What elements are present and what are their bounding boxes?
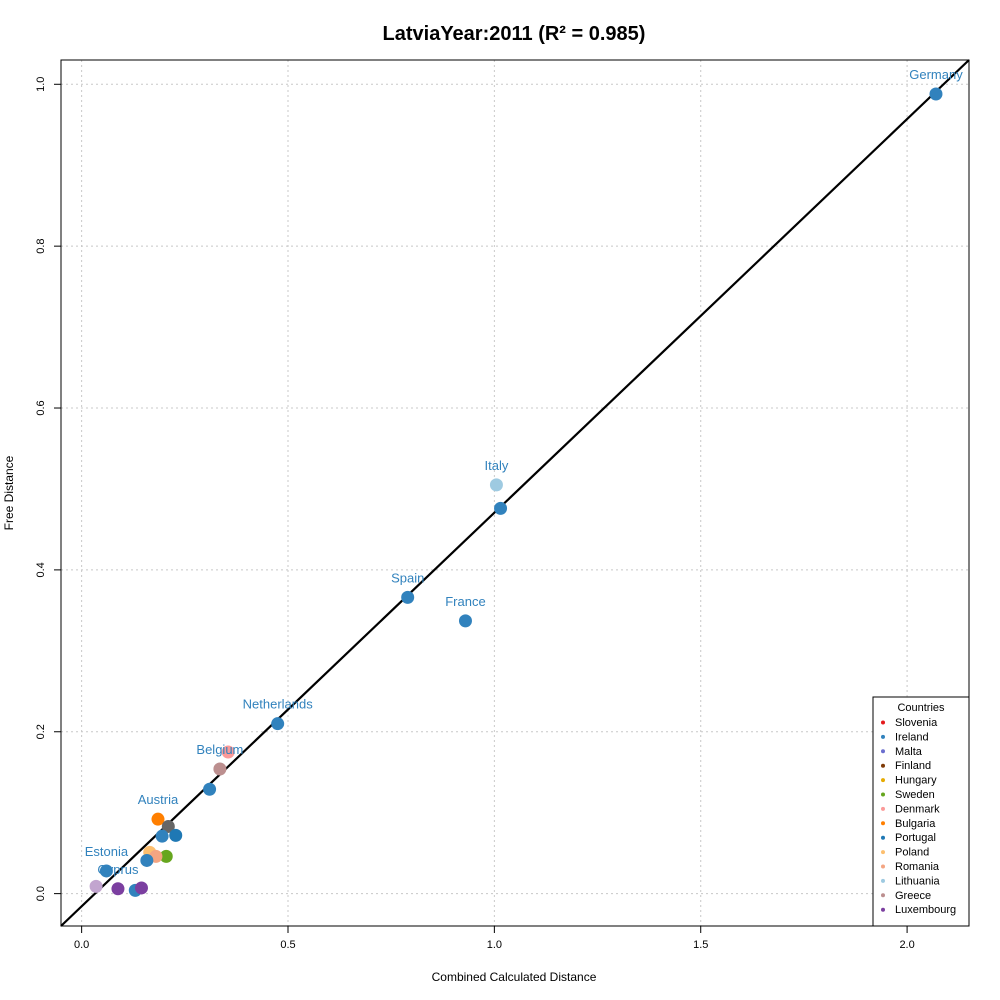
point-label: Germany xyxy=(909,67,963,82)
legend-entry-label: Denmark xyxy=(895,803,940,815)
x-tick-label: 0.5 xyxy=(280,939,295,951)
data-point xyxy=(221,745,235,759)
grid-lines xyxy=(61,60,969,926)
legend-entry-label: Malta xyxy=(895,746,923,758)
y-tick-label: 1.0 xyxy=(35,77,47,92)
data-point xyxy=(89,879,103,893)
point-label: Netherlands xyxy=(243,697,314,712)
legend-entry-label: Finland xyxy=(895,760,931,772)
legend-marker xyxy=(881,850,885,855)
legend-entry-label: Slovenia xyxy=(895,717,938,729)
chart-title: LatviaYear:2011 (R² = 0.985) xyxy=(383,23,646,45)
x-axis-label: Combined Calculated Distance xyxy=(432,970,597,984)
point-label: Estonia xyxy=(85,844,129,859)
data-point xyxy=(489,478,503,492)
legend-marker xyxy=(881,720,885,725)
legend-marker xyxy=(881,792,885,797)
point-label: Spain xyxy=(391,570,424,585)
point-label: Austria xyxy=(138,792,179,807)
regression-line xyxy=(60,59,970,927)
x-tick-label: 1.5 xyxy=(693,939,708,951)
legend-marker xyxy=(881,734,885,739)
legend-marker xyxy=(881,806,885,811)
legend-marker xyxy=(881,821,885,826)
data-point xyxy=(401,590,415,604)
legend-marker xyxy=(881,878,885,883)
x-tick-label: 2.0 xyxy=(899,939,914,951)
data-point xyxy=(134,881,148,895)
point-label: Belgium xyxy=(196,742,243,757)
data-point xyxy=(159,849,173,863)
legend-entry-label: Luxembourg xyxy=(895,904,956,916)
data-point xyxy=(155,829,169,843)
y-axis-label: Free Distance xyxy=(2,455,16,530)
y-tick-label: 0.6 xyxy=(35,400,47,415)
data-point xyxy=(161,819,175,833)
legend-entry-label: Hungary xyxy=(895,775,937,787)
y-tick-label: 0.4 xyxy=(35,562,47,577)
x-axis: 0.0 0.5 1.0 1.5 2.0 xyxy=(74,925,915,951)
point-label: Cyprus xyxy=(97,862,139,877)
data-point xyxy=(458,614,472,628)
point-labels: Germany Italy Spain France Netherlands Belgiu… xyxy=(85,67,963,877)
data-points xyxy=(89,87,943,897)
legend-marker xyxy=(881,778,885,783)
legend-marker xyxy=(881,749,885,754)
legend-entry-label: Sweden xyxy=(895,789,935,801)
data-point xyxy=(111,882,125,896)
data-point xyxy=(929,87,943,101)
data-point xyxy=(271,717,285,731)
legend-box xyxy=(872,696,970,927)
x-tick-label: 0.0 xyxy=(74,939,89,951)
data-point xyxy=(169,828,183,842)
point-label: France xyxy=(445,594,485,609)
data-point xyxy=(151,812,165,826)
y-tick-label: 0.0 xyxy=(35,886,47,901)
legend-marker xyxy=(881,893,885,898)
fit-line-layer xyxy=(60,59,970,927)
legend-entry-label: Ireland xyxy=(895,731,929,743)
data-point xyxy=(494,501,508,515)
legend-marker xyxy=(881,864,885,869)
legend-entry-label: Greece xyxy=(895,890,931,902)
data-point xyxy=(213,762,227,776)
legend-entry-label: Bulgaria xyxy=(895,818,936,830)
legend-marker xyxy=(881,835,885,840)
legend: Countries Slovenia Ireland Malta Finland Hun… xyxy=(872,696,970,927)
legend-entries: Slovenia Ireland Malta Finland Hungary Sweden… xyxy=(881,717,956,916)
legend-entry-label: Poland xyxy=(895,847,929,859)
x-tick-label: 1.0 xyxy=(487,939,502,951)
legend-title: Countries xyxy=(897,702,945,714)
legend-marker xyxy=(881,763,885,768)
y-tick-label: 0.2 xyxy=(35,724,47,739)
y-tick-label: 0.8 xyxy=(35,239,47,254)
data-point xyxy=(140,853,154,867)
y-axis: 0.0 0.2 0.4 0.6 0.8 1.0 xyxy=(35,77,62,901)
point-label: Italy xyxy=(485,458,509,473)
data-point xyxy=(203,782,217,796)
legend-marker xyxy=(881,907,885,912)
legend-entry-label: Lithuania xyxy=(895,875,941,887)
data-point xyxy=(99,864,113,878)
legend-entry-label: Romania xyxy=(895,861,940,873)
legend-entry-label: Portugal xyxy=(895,832,936,844)
